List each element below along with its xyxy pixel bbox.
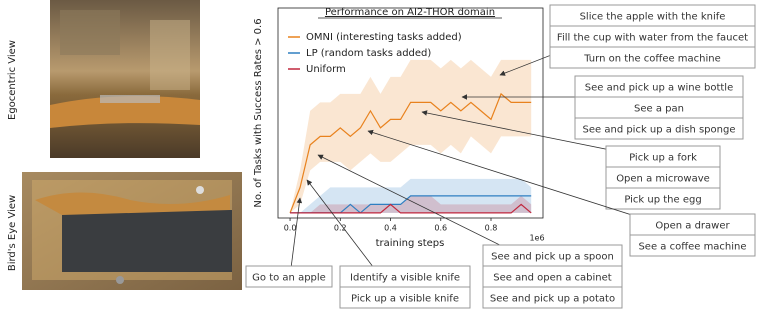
- callout-item: See a coffee machine: [638, 242, 746, 253]
- callout-item-box: [605, 187, 721, 210]
- callout-item-box: [245, 265, 333, 288]
- legend-label: LP (random tasks added): [306, 48, 431, 59]
- callout-item: Pick up a fork: [629, 153, 697, 164]
- callout-item-box: [482, 286, 623, 309]
- callout-item: Identify a visible knife: [350, 273, 460, 284]
- series-line: [290, 203, 532, 214]
- callout-box: Open a drawer See a coffee machine: [629, 213, 756, 257]
- plot-frame: [277, 7, 544, 219]
- callout-box: See and pick up a spoon See and open a ca…: [482, 244, 623, 309]
- series-line: [289, 92, 532, 214]
- callout-item: See and pick up a dish sponge: [583, 125, 736, 136]
- callout-arrow: [317, 154, 521, 256]
- x-tick-label: 0.4: [384, 224, 397, 233]
- callout-item: See and open a cabinet: [493, 273, 612, 284]
- callout-item: Go to an apple: [252, 273, 326, 284]
- callout-item: Fill the cup with water from the faucet: [557, 33, 748, 44]
- callout-box: See and pick up a wine bottle See a pan Se…: [574, 75, 744, 140]
- confidence-band: [290, 59, 532, 213]
- callout-item: Pick up the egg: [624, 195, 701, 206]
- legend-label: Uniform: [306, 64, 346, 75]
- birds-eye-image: [22, 172, 242, 290]
- egocentric-image: [50, 0, 200, 158]
- callout-box: Slice the apple with the knife Fill the c…: [549, 4, 756, 69]
- callout-item: Open a microwave: [616, 174, 710, 185]
- callout-item-box: [339, 286, 471, 309]
- callout-item: Open a drawer: [655, 221, 730, 232]
- callout-item-box: [629, 234, 756, 257]
- x-axis-label: training steps: [376, 238, 445, 249]
- callout-item-box: [549, 46, 756, 69]
- x-tick-label: 0.6: [434, 224, 447, 233]
- view-label: Bird's Eye View: [7, 195, 18, 271]
- callout-item: See and pick up a spoon: [491, 252, 614, 263]
- callout-arrow: [306, 179, 381, 277]
- callout-arrow: [289, 197, 303, 277]
- callout-item: Slice the apple with the knife: [580, 12, 726, 23]
- callout-item: Turn on the coffee machine: [583, 54, 721, 65]
- callout-item: See and pick up a potato: [490, 294, 615, 305]
- x-tick-label: 0.2: [334, 224, 347, 233]
- callout-item: See a pan: [634, 104, 684, 115]
- callout-item-box: [574, 117, 744, 140]
- view-label: Egocentric View: [7, 40, 18, 120]
- chart-title: Performance on AI2-THOR domain: [325, 7, 495, 18]
- callout-box: Identify a visible knife Pick up a visibl…: [339, 265, 471, 309]
- x-tick-label: 0.0: [284, 224, 297, 233]
- callout-item: Pick up a visible knife: [351, 294, 459, 305]
- callout-item: See and pick up a wine bottle: [585, 83, 733, 94]
- x-tick-label: 0.8: [485, 224, 498, 233]
- callout-box: Pick up a fork Open a microwave Pick up th…: [605, 145, 721, 210]
- callout-arrow: [421, 110, 641, 157]
- legend-label: OMNI (interesting tasks added): [306, 32, 462, 43]
- y-axis-label: No. of Tasks with Success Rates > 0.6: [253, 18, 264, 207]
- x-offset-label: 1e6: [529, 234, 544, 243]
- callout-arrow: [367, 129, 661, 225]
- callout-box: Go to an apple: [245, 265, 333, 288]
- confidence-band: [290, 195, 532, 213]
